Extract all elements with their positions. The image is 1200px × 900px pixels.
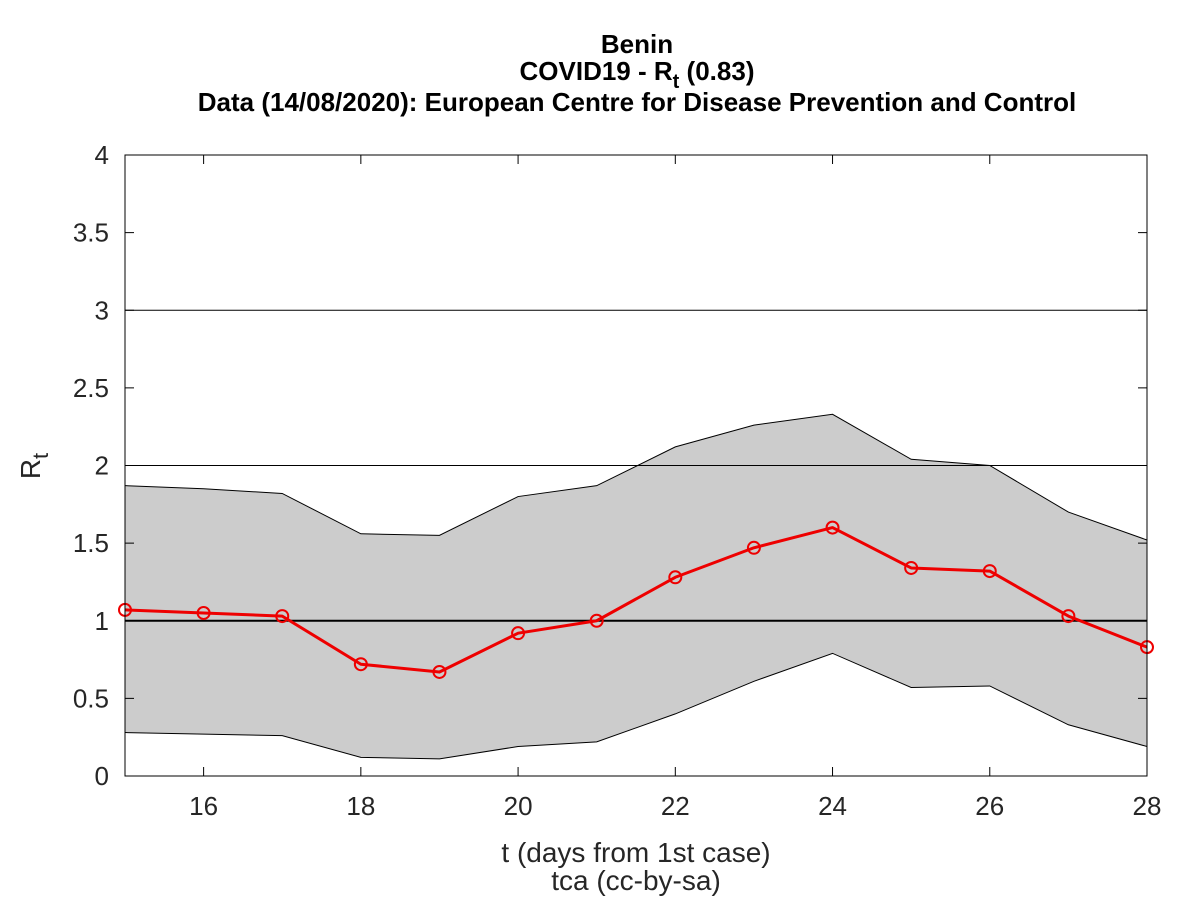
data-point-marker: [746, 540, 761, 555]
confidence-band-upper-edge: [124, 413, 1148, 541]
series-marker-layer: [118, 520, 1154, 679]
x-tick-label: 18: [346, 791, 375, 821]
y-axis-label: Rt: [15, 453, 53, 479]
credit-label: tca (cc-by-sa): [551, 865, 721, 896]
y-tick-label: 3: [95, 295, 109, 325]
data-point-marker: [825, 520, 840, 535]
y-tick-label: 0: [95, 761, 109, 791]
y-tick-label: 0.5: [73, 683, 109, 713]
x-tick-label: 16: [189, 791, 218, 821]
data-point-marker: [511, 626, 526, 641]
y-axis-label-subscript: t: [28, 453, 53, 459]
data-point-marker: [432, 664, 447, 679]
y-tick-label: 2.5: [73, 373, 109, 403]
y-tick-label: 3.5: [73, 218, 109, 248]
confidence-band-layer: [124, 413, 1148, 760]
y-tick-label: 4: [95, 140, 109, 170]
data-point-marker: [1061, 609, 1076, 624]
axis-ticks-layer: 0 0.5 1 1.5 2 2.5 3 3.5 4 16 18 20 22 24 26 28: [73, 140, 1162, 821]
y-axis-label-main: R: [15, 459, 46, 479]
data-point-marker: [589, 613, 604, 628]
chart-title-country: Benin: [601, 29, 673, 59]
x-tick-label: 20: [504, 791, 533, 821]
series-line-layer: [124, 526, 1148, 674]
data-point-marker: [353, 657, 368, 672]
x-tick-label: 24: [818, 791, 847, 821]
confidence-band-fill: [125, 414, 1147, 759]
series-line: [124, 526, 1148, 674]
chart-title-source: Data (14/08/2020): European Centre for D…: [198, 87, 1076, 117]
x-tick-label: 28: [1133, 791, 1162, 821]
confidence-band-lower-edge: [124, 652, 1148, 760]
y-tick-label: 1: [95, 606, 109, 636]
data-point-marker: [668, 570, 683, 585]
x-axis-label: t (days from 1st case): [501, 837, 770, 868]
chart-title-subscript: t: [673, 71, 680, 93]
chart-title-prefix: COVID19 - R: [520, 56, 673, 86]
data-point-marker: [982, 564, 997, 579]
data-point-marker: [904, 560, 919, 575]
chart-title-main: COVID19 - Rt (0.83): [520, 56, 755, 93]
reference-lines-layer: [125, 309, 1147, 622]
x-tick-label: 26: [975, 791, 1004, 821]
x-tick-label: 22: [661, 791, 690, 821]
data-point-marker: [275, 609, 290, 624]
data-point-marker: [196, 605, 211, 620]
y-tick-label: 2: [95, 451, 109, 481]
y-tick-label: 1.5: [73, 528, 109, 558]
chart-title-suffix: (0.83): [679, 56, 754, 86]
